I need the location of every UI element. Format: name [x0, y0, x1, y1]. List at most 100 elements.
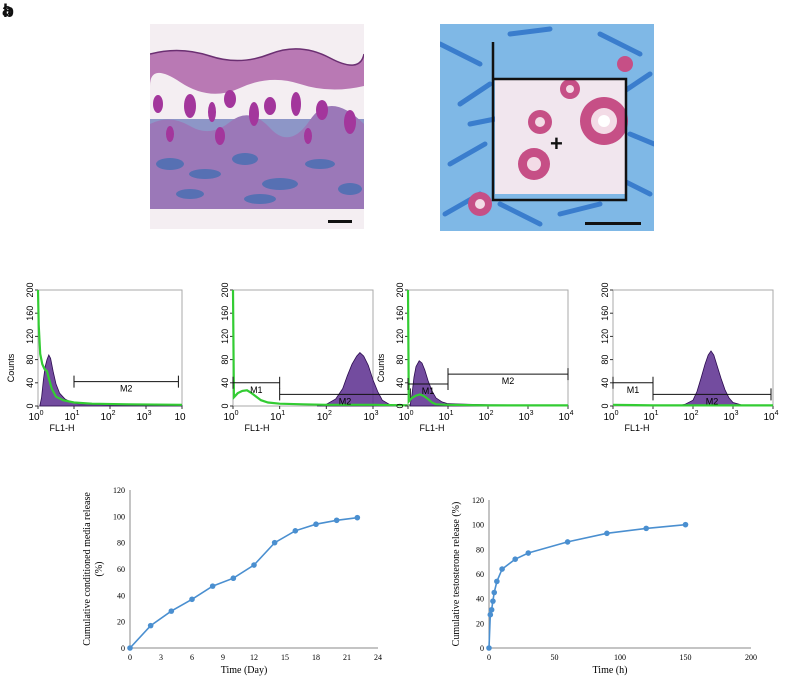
scale-bar — [328, 220, 352, 223]
y-tick-label: 160 — [395, 306, 405, 321]
x-tick-label: 21 — [343, 653, 351, 662]
x-tick-label: 103 — [518, 410, 533, 423]
y-tick-label: 120 — [600, 329, 610, 344]
overlay-histogram — [231, 289, 411, 407]
y-tick-label: 40 — [395, 378, 405, 388]
skin-tissue-section-micrograph — [150, 24, 364, 229]
x-axis-label: Time (h) — [593, 665, 628, 676]
y-tick-label: 0 — [25, 403, 35, 408]
x-tick-label: 12 — [250, 653, 258, 662]
y-axis-label: Counts — [6, 353, 16, 382]
data-point — [230, 575, 237, 582]
data-point — [313, 521, 319, 528]
gate-label-m2: M2 — [120, 384, 133, 394]
data-point — [209, 583, 216, 589]
y-axis-label: Cumulative testosterone release (%) — [451, 502, 462, 647]
data-point — [512, 556, 518, 562]
data-point — [525, 550, 532, 556]
x-tick-label: 9 — [221, 653, 225, 662]
y-tick-label: 80 — [25, 355, 35, 365]
scale-bar — [585, 222, 641, 225]
y-tick-label: 0 — [395, 403, 405, 408]
data-line — [488, 523, 686, 649]
histogram-flow-3: 0 40 80 120 160 200 Counts 100 101 102 103 104 FL1-H… — [376, 282, 574, 433]
x-tick-label: 102 — [100, 410, 115, 423]
line-chart-testosterone-release: 0 20 40 60 80 100 120 0 50 100 150 200 Time (h) Cumul… — [451, 496, 757, 676]
y-tick-label: 80 — [220, 355, 230, 365]
x-axis-label: FL1-H — [49, 423, 74, 433]
y-tick-label: 200 — [600, 282, 610, 297]
x-tick-label: 104 — [763, 410, 778, 423]
y-tick-label: 0 — [480, 644, 484, 653]
gate-label-m1: M1 — [250, 385, 263, 395]
x-tick-label: 100 — [614, 653, 626, 662]
x-tick-label: 24 — [374, 653, 382, 662]
data-point — [490, 598, 496, 604]
x-tick-label: 102 — [478, 410, 493, 423]
y-tick-label: 160 — [25, 306, 35, 321]
data-point — [127, 645, 133, 651]
y-tick-label: 200 — [220, 282, 230, 297]
x-tick-label: 10 — [174, 412, 186, 423]
x-tick-label: 102 — [317, 410, 332, 423]
panel-label-a: a — [2, 0, 13, 20]
y-tick-label: 100 — [113, 512, 125, 521]
y-tick-label: 40 — [25, 378, 35, 388]
x-axis-label: Time (Day) — [221, 665, 268, 676]
y-tick-label: 40 — [117, 591, 125, 600]
gate-label-m2: M2 — [502, 376, 515, 386]
y-tick-label: 120 — [220, 329, 230, 344]
x-tick-label: 0 — [487, 653, 491, 662]
x-tick-label: 100 — [603, 410, 618, 423]
line-chart-media-release: 0 20 40 60 80 100 120 0 3 6 9 12 15 18 21 24 Time (Day) C… — [82, 486, 382, 676]
x-tick-label: 18 — [312, 653, 320, 662]
y-tick-label: 20 — [476, 619, 484, 628]
data-point — [189, 596, 195, 603]
x-axis-label: FL1-H — [419, 423, 444, 433]
data-point — [292, 528, 299, 534]
x-tick-label: 101 — [643, 410, 658, 423]
data-point — [333, 517, 340, 524]
plot-frame — [37, 289, 183, 407]
y-tick-label: 40 — [476, 595, 484, 604]
overlay-histogram — [612, 403, 773, 407]
x-tick-label: 101 — [438, 410, 453, 423]
y-tick-label: 120 — [113, 486, 125, 495]
x-tick-label: 101 — [270, 410, 285, 423]
data-point — [604, 530, 610, 537]
release-charts-row: 0 20 40 60 80 100 120 0 3 6 9 12 15 18 21 24 Time (Day) C… — [82, 486, 757, 676]
data-point — [486, 645, 492, 651]
y-tick-label: 60 — [476, 570, 484, 579]
gate-label-m1: M1 — [627, 385, 640, 395]
histogram-flow-4: 0 40 80 120 160 200 100 101 102 103 104 FL1-H M1 M2 — [600, 282, 779, 433]
data-point — [271, 539, 278, 546]
data-point — [494, 578, 500, 585]
x-tick-label: 0 — [128, 653, 132, 662]
x-tick-label: 15 — [281, 653, 289, 662]
frame-box — [491, 42, 628, 202]
gate-label-m2: M2 — [339, 396, 352, 406]
x-axis-label: FL1-H — [624, 423, 649, 433]
marker-plus: + — [550, 131, 563, 156]
follicle-cross-sections — [468, 56, 633, 216]
x-tick-label: 150 — [680, 653, 692, 662]
data-line — [129, 516, 358, 649]
data-point — [643, 525, 649, 532]
data-point — [488, 606, 495, 613]
y-tick-label: 120 — [472, 496, 484, 505]
x-tick-label: 100 — [28, 410, 43, 423]
epidermis-layer — [150, 48, 364, 94]
y-tick-label: 100 — [472, 521, 484, 530]
data-point — [147, 622, 154, 629]
y-tick-label: 0 — [121, 644, 125, 653]
gate-label-m2: M2 — [706, 396, 719, 406]
y-tick-label: 20 — [117, 618, 125, 627]
x-tick-label: 100 — [398, 410, 413, 423]
x-tick-label: 103 — [723, 410, 738, 423]
x-tick-label: 103 — [136, 410, 151, 423]
y-tick-label: 160 — [220, 306, 230, 321]
y-tick-label: 120 — [395, 329, 405, 344]
y-tick-label: 80 — [476, 545, 484, 554]
data-point — [682, 521, 689, 528]
follicle-close-up-micrograph: + — [440, 24, 654, 231]
